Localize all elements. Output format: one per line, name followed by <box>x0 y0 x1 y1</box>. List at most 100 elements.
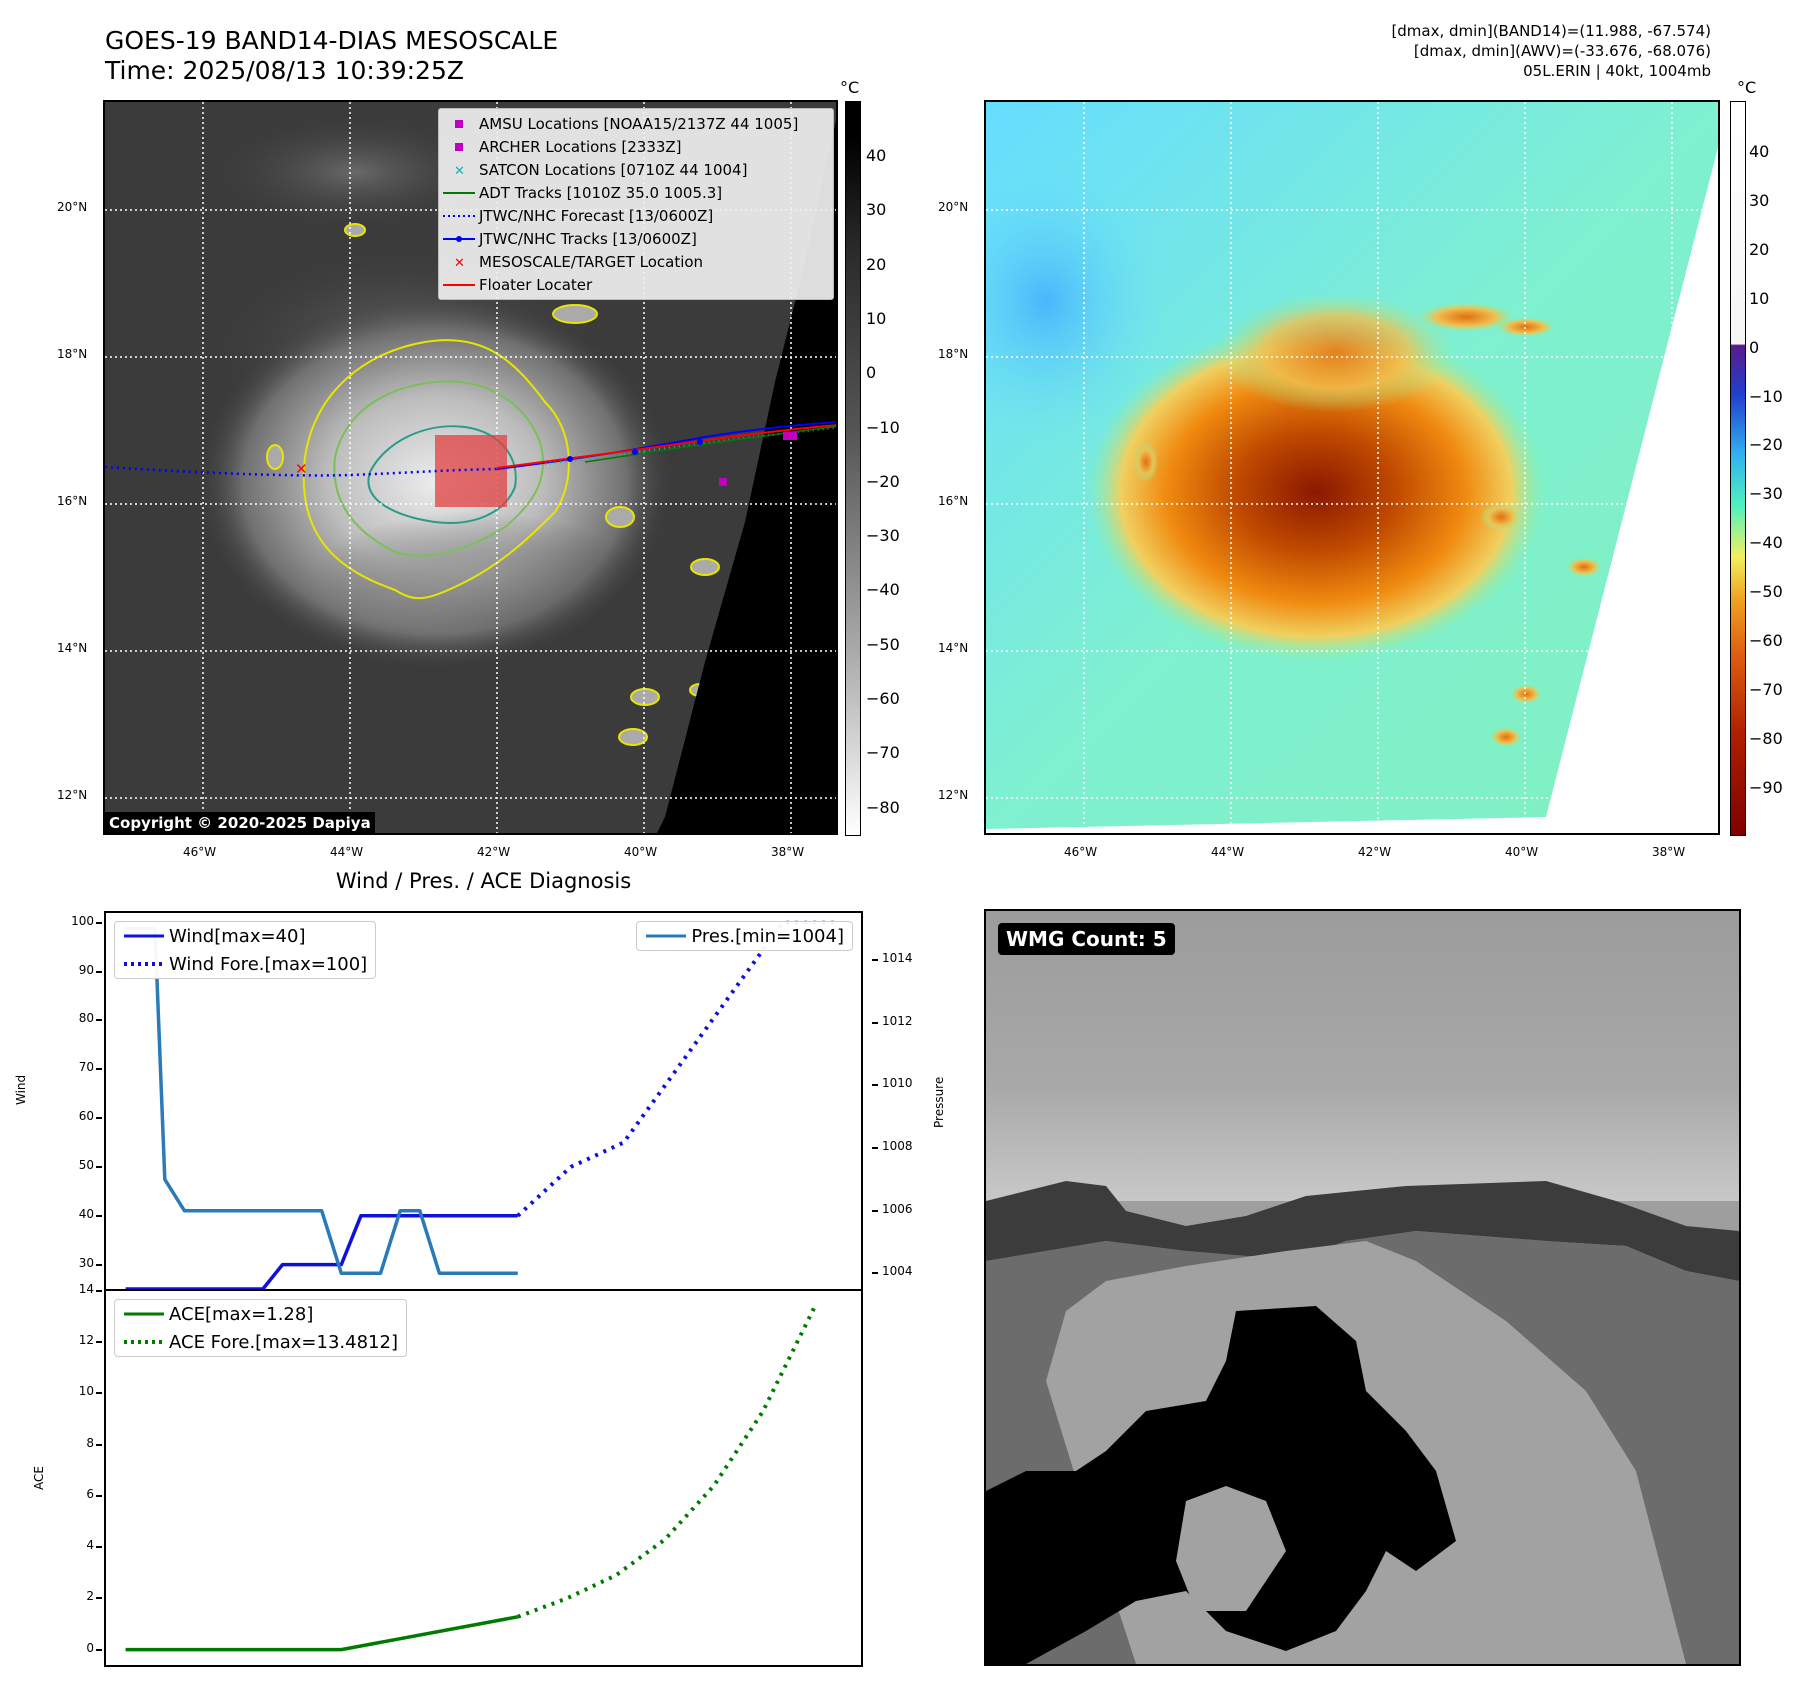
color-map-panel <box>984 100 1720 835</box>
color-colorbar-tick: −90 <box>1749 777 1783 797</box>
wind-pres-panel: Wind[max=40] Wind Fore.[max=100] Pres.[m… <box>104 911 863 1291</box>
gray-colorbar-tick: −40 <box>866 580 900 600</box>
gray-colorbar-tick: 0 <box>866 363 877 383</box>
color-storm-core <box>1086 322 1546 662</box>
wmg-upper-band <box>986 911 1739 1201</box>
pressure-ytick: 1008 <box>882 1139 913 1153</box>
wind-ytick-mark <box>96 1165 102 1168</box>
ir-lat-label: 12°N <box>57 788 88 802</box>
color-colorbar-tick: −40 <box>1749 533 1783 553</box>
legend-symbol-icon <box>439 141 479 153</box>
ace-plot <box>125 1303 818 1652</box>
no-data-region <box>657 120 836 833</box>
ace-line <box>125 1615 519 1652</box>
legend-symbol-icon <box>439 187 479 199</box>
pressure-ytick-mark <box>872 1021 878 1024</box>
adt-track <box>584 425 836 463</box>
legend-symbol-icon <box>439 233 479 245</box>
pressure-ytick: 1012 <box>882 1013 913 1028</box>
gray-colorbar-tick: 40 <box>866 146 887 165</box>
wind-ytick-mark <box>96 970 102 973</box>
color-map <box>986 102 1718 833</box>
wind-ytick-mark <box>96 1019 102 1022</box>
wind-ytick: 60 <box>78 1109 94 1124</box>
gray-colorbar-tick: −10 <box>866 417 900 437</box>
ir-lat-label: 16°N <box>57 494 88 508</box>
wind-ytick-mark <box>96 1263 102 1266</box>
map-legend: AMSU Locations [NOAA15/2137Z 44 1005] ARC… <box>438 108 834 300</box>
ace-ytick: 10 <box>78 1384 94 1399</box>
color-lon-label: 38°W <box>1652 845 1686 859</box>
color-lat-label: 16°N <box>938 494 969 508</box>
wind-ytick-mark <box>96 1214 102 1217</box>
wind-ytick-mark <box>96 1068 102 1071</box>
ace-legend: ACE[max=1.28] ACE Fore.[max=13.4812] <box>114 1299 407 1357</box>
map-legend-item: JTWC/NHC Forecast [13/0600Z] <box>439 204 833 227</box>
gray-colorbar-tick: −80 <box>866 797 900 817</box>
ir-lon-label: 44°W <box>330 845 364 859</box>
map-legend-item: Floater Locater <box>439 273 833 296</box>
ace-ytick-mark <box>96 1341 102 1344</box>
copyright: Copyright © 2020-2025 Dapiya <box>105 812 375 833</box>
ace-ytick-mark <box>96 1290 102 1292</box>
pressure-ytick-mark <box>872 1209 878 1212</box>
legend-symbol-icon <box>439 118 479 130</box>
map-legend-item: ✕ MESOSCALE/TARGET Location <box>439 250 833 273</box>
ace-ytick: 14 <box>78 1282 94 1296</box>
wind-ytick-mark <box>96 1117 102 1120</box>
gray-colorbar <box>845 101 861 836</box>
pressure-ytick-mark <box>872 1272 878 1275</box>
gray-colorbar-tick: −30 <box>866 526 900 546</box>
wind-ytick: 70 <box>78 1060 94 1075</box>
gray-colorbar-tick: −20 <box>866 471 900 491</box>
map-legend-item: ARCHER Locations [2333Z] <box>439 135 833 158</box>
amsu-marker <box>719 478 727 486</box>
ace-ytick: 8 <box>86 1435 94 1450</box>
ace-ytick-mark <box>96 1494 102 1497</box>
ir-lon-label: 46°W <box>183 845 217 859</box>
legend-symbol-icon <box>439 210 479 222</box>
pressure-ytick-mark <box>872 959 878 961</box>
map-legend-item: ADT Tracks [1010Z 35.0 1005.3] <box>439 181 833 204</box>
contour-yellow <box>302 339 570 600</box>
color-colorbar-tick: −60 <box>1749 631 1783 650</box>
wmg-panel: WMG Count: 5 <box>984 909 1741 1666</box>
ace-ytick: 12 <box>78 1333 94 1348</box>
storm-info: 05L.ERIN | 40kt, 1004mb <box>1523 62 1711 80</box>
gray-colorbar-tick: 20 <box>866 254 887 274</box>
wmg-dark-band <box>986 1181 1739 1281</box>
ace-legend-item: ACE[max=1.28] <box>124 1303 314 1325</box>
map-legend-item: JTWC/NHC Tracks [13/0600Z] <box>439 227 833 250</box>
color-lon-label: 40°W <box>1505 845 1539 859</box>
pressure-ytick: 1004 <box>882 1264 913 1279</box>
wind-ytick: 100 <box>71 913 94 928</box>
color-colorbar-tick: −50 <box>1749 582 1783 602</box>
diagnosis-title: Wind / Pres. / ACE Diagnosis <box>335 869 632 893</box>
ace-fore-legend-item: ACE Fore.[max=13.4812] <box>124 1331 398 1353</box>
wind-ytick: 30 <box>78 1255 94 1270</box>
svg-text:✕: ✕ <box>454 164 465 176</box>
map-legend-item: ✕ SATCON Locations [0710Z 44 1004] <box>439 158 833 181</box>
gray-colorbar-tick: −50 <box>866 634 900 654</box>
legend-symbol-icon: ✕ <box>439 256 479 268</box>
ace-ytick: 2 <box>86 1589 94 1604</box>
wind-pres-plot <box>125 920 836 1289</box>
map-legend-item: AMSU Locations [NOAA15/2137Z 44 1005] <box>439 112 833 135</box>
ir-lon-label: 40°W <box>624 845 658 859</box>
color-colorbar-tick: −70 <box>1749 679 1783 699</box>
gray-colorbar-tick: 30 <box>866 200 887 220</box>
wind-ytick-mark <box>96 921 102 924</box>
color-lat-label: 20°N <box>938 200 969 214</box>
color-lat-label: 18°N <box>938 347 969 361</box>
wmg-count: WMG Count: 5 <box>998 923 1175 955</box>
wind-ytick: 50 <box>78 1157 94 1172</box>
ir-lat-label: 14°N <box>57 641 88 655</box>
wind-ytick: 90 <box>78 962 94 977</box>
legend-symbol-icon: ✕ <box>439 164 479 176</box>
band14-range: [dmax, dmin](BAND14)=(11.988, -67.574) <box>1391 22 1711 40</box>
color-lat-label: 14°N <box>938 641 969 655</box>
color-colorbar <box>1730 101 1746 836</box>
wind-legend-item: Wind[max=40] <box>124 925 306 947</box>
wmg-black-region <box>986 1306 1456 1664</box>
ace-ytick-mark <box>96 1648 102 1651</box>
